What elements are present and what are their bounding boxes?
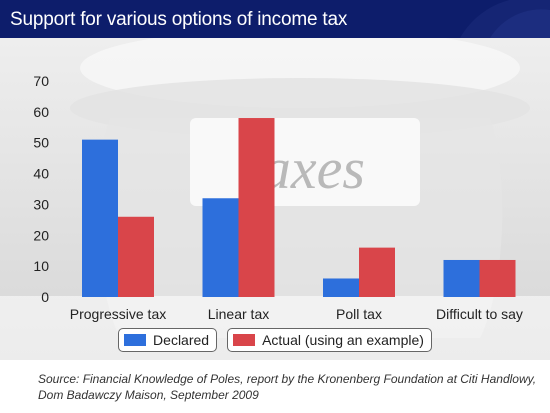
bar-declared-2: [323, 278, 359, 297]
title-bar: Support for various options of income ta…: [0, 0, 550, 38]
bar-actual-1: [238, 118, 275, 298]
x-tick-label: Linear tax: [208, 306, 269, 322]
bar-declared-0: [82, 139, 118, 297]
x-tick-label: Difficult to say: [436, 306, 523, 322]
chart-area: Taxes 0 10 20 30 40 50 60 70 Progressive tax Lin…: [0, 38, 550, 360]
y-tick-label: 30: [33, 196, 49, 212]
legend: Declared Actual (using an example): [0, 328, 550, 352]
source-note: Source: Financial Knowledge of Poles, re…: [38, 372, 537, 402]
x-tick-label: Poll tax: [336, 306, 382, 322]
y-tick-label: 0: [41, 289, 49, 305]
y-tick-label: 20: [33, 227, 49, 243]
title-decoration: [460, 0, 550, 38]
y-tick-label: 60: [33, 104, 49, 120]
bar-declared-1: [202, 198, 239, 297]
background-jar-photo: Taxes: [0, 38, 550, 360]
bar-chart: Taxes 0 10 20 30 40 50 60 70 Progressive tax Lin…: [0, 38, 550, 360]
bar-actual-2: [359, 247, 395, 297]
bar-declared-3: [443, 259, 480, 297]
y-tick-label: 40: [33, 166, 49, 182]
legend-item-actual: Actual (using an example): [227, 328, 432, 352]
chart-title: Support for various options of income ta…: [10, 9, 348, 30]
bar-actual-3: [479, 259, 516, 297]
y-tick-label: 10: [33, 258, 49, 274]
y-tick-label: 50: [33, 135, 49, 151]
bar-actual-0: [118, 216, 154, 297]
y-tick-label: 70: [33, 73, 49, 89]
x-tick-label: Progressive tax: [70, 306, 166, 322]
legend-label-declared: Declared: [153, 332, 210, 348]
bars: [82, 118, 516, 298]
y-axis: 0 10 20 30 40 50 60 70: [33, 73, 49, 305]
legend-swatch-actual: [233, 334, 256, 346]
legend-swatch-declared: [124, 334, 147, 346]
legend-item-declared: Declared: [118, 328, 218, 352]
legend-label-actual: Actual (using an example): [262, 332, 424, 348]
x-axis: Progressive tax Linear tax Poll tax Difficu…: [70, 306, 523, 322]
